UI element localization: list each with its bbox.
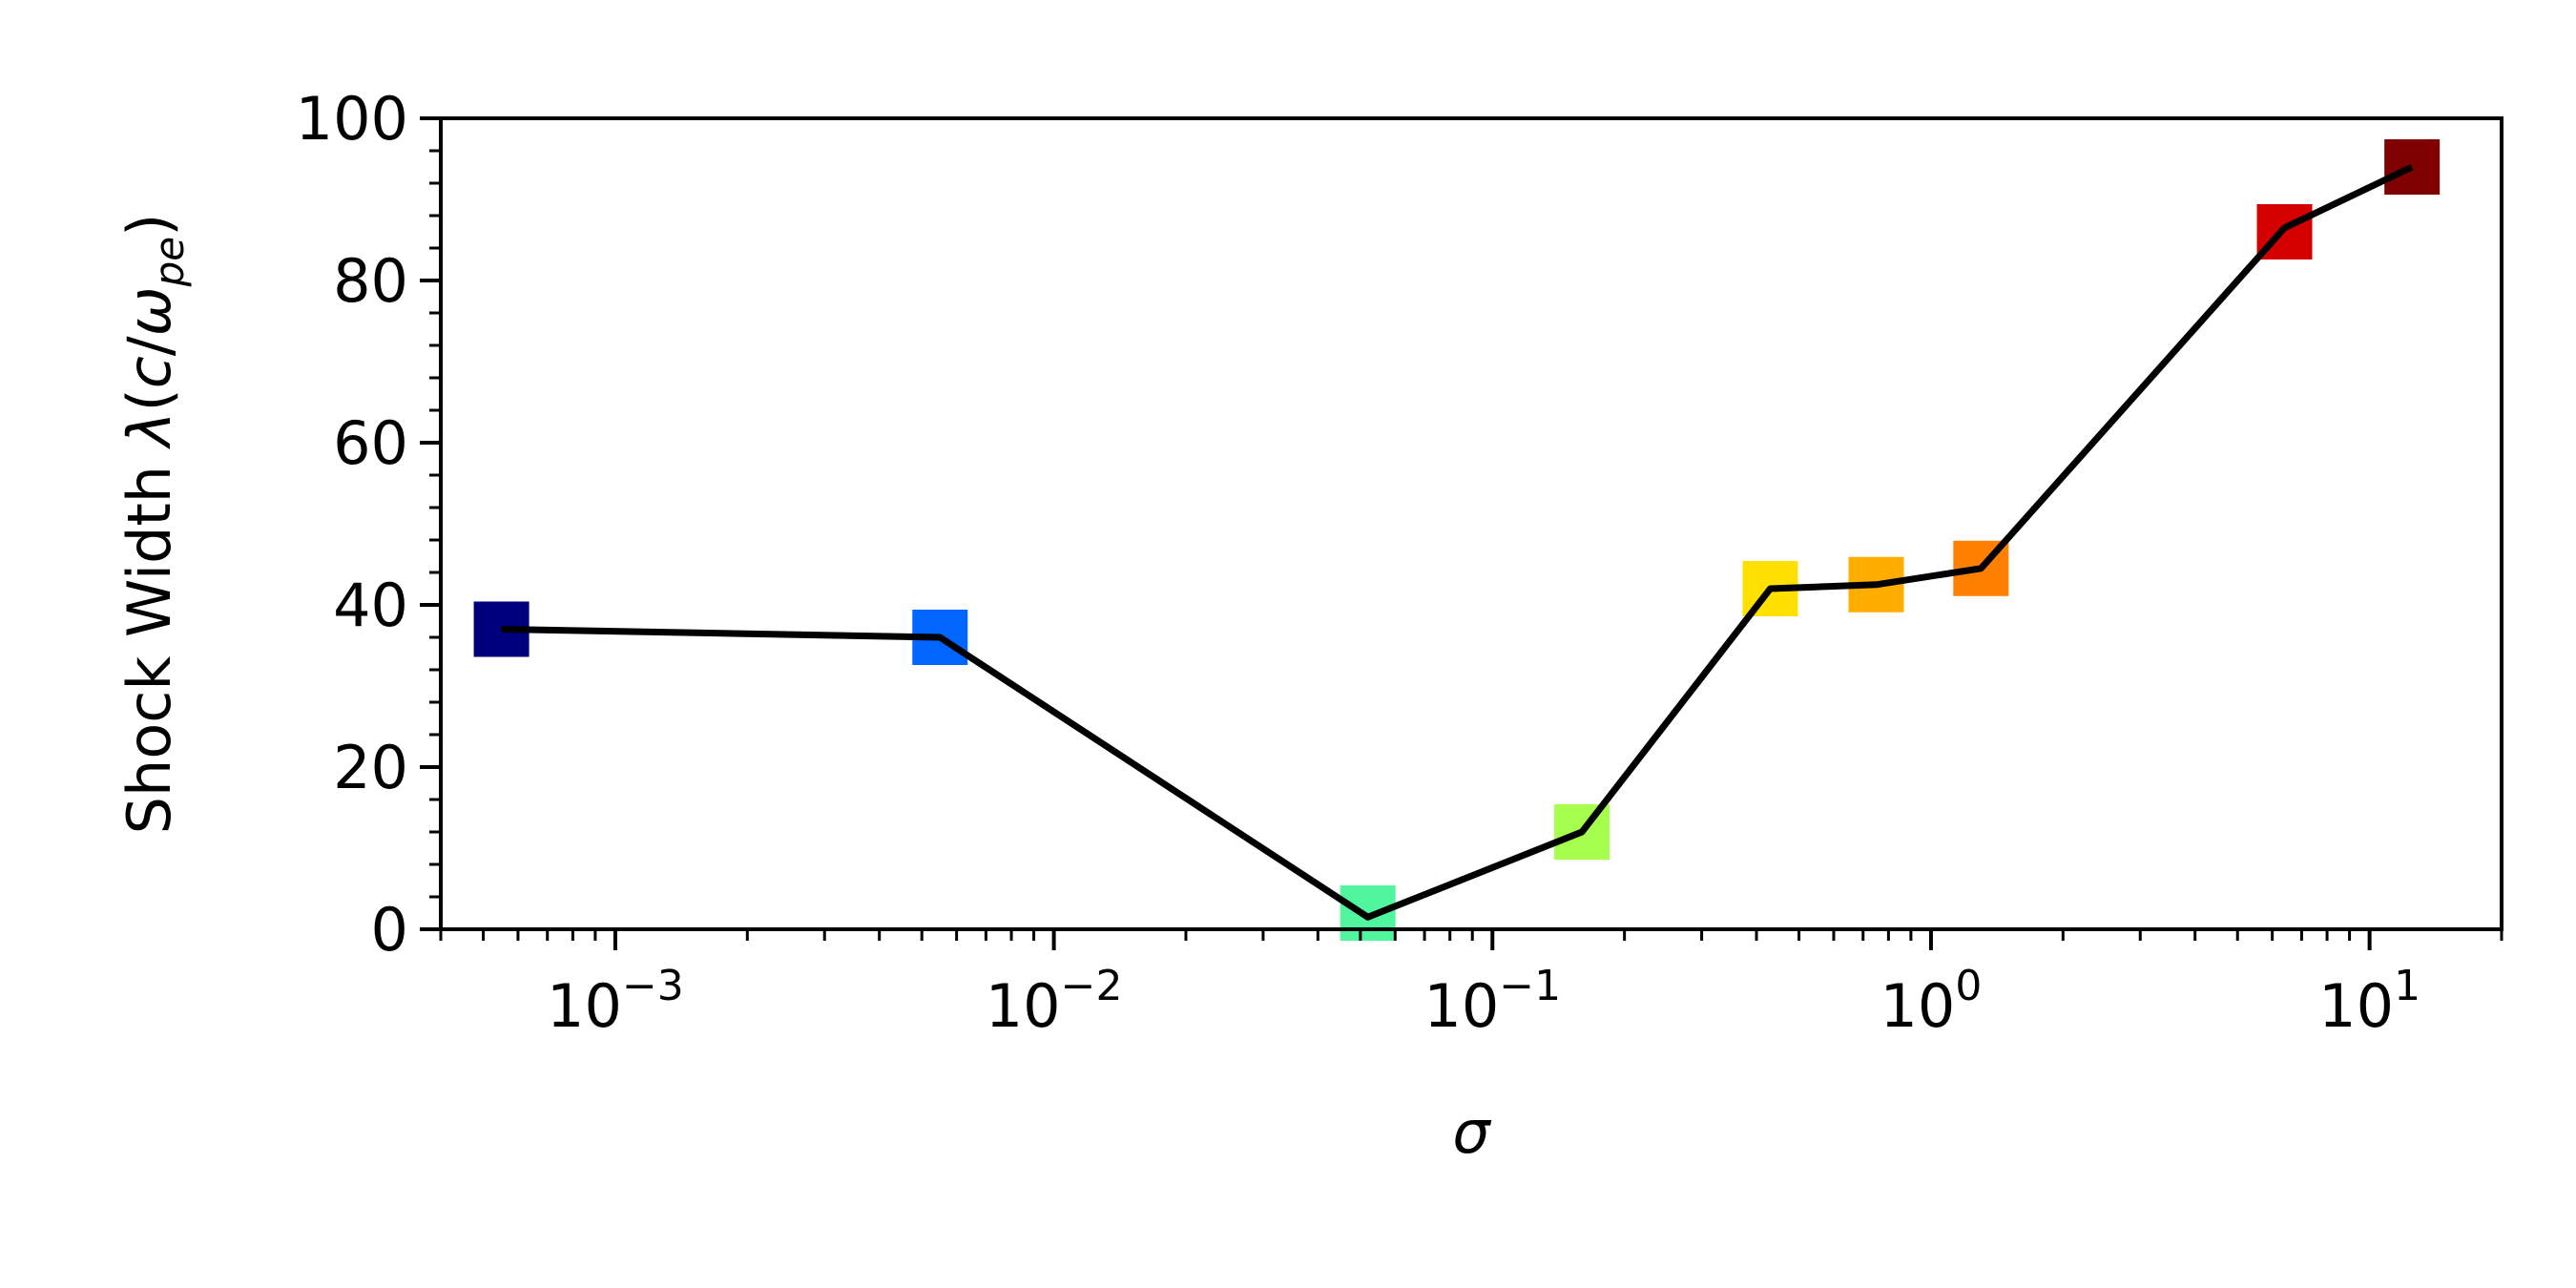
x-axis-label: σ (1452, 1097, 1491, 1167)
y-axis-label-paren-close: ) (114, 214, 184, 237)
x-tick-label-3: 10−1 (1423, 962, 1561, 1041)
y-tick-label-40: 40 (333, 571, 408, 640)
y-axis-label-slash: / (114, 336, 184, 356)
y-tick-label-80: 80 (333, 246, 408, 316)
y-axis-label-paren-open: ( (114, 388, 184, 411)
y-tick-label-60: 60 (333, 408, 408, 478)
y-axis-label-omega: ω (114, 286, 184, 336)
x-tick-label-2: 10−2 (986, 962, 1123, 1041)
y-axis-label-lambda: λ (114, 411, 184, 449)
y-axis-label: Shock Width λ(c/ωpe) (114, 214, 193, 835)
plot-frame (439, 116, 2503, 931)
series-line (501, 163, 2414, 921)
y-tick-label-100: 100 (296, 84, 408, 154)
ticks: 0 20 40 60 80 100 10−3 10−2 10−1 100 101 (296, 84, 2503, 1041)
y-axis-label-text: Shock Width (114, 447, 184, 834)
x-tick-label-5: 101 (2318, 962, 2420, 1041)
plot-area (473, 139, 2441, 941)
y-axis-label-c: c (114, 356, 184, 388)
x-tick-label-1: 10−3 (547, 962, 684, 1041)
marker-3 (1340, 885, 1396, 941)
y-axis-label-subscript: pe (146, 237, 193, 288)
y-tick-label-20: 20 (333, 733, 408, 802)
y-tick-label-0: 0 (371, 895, 408, 965)
x-tick-label-4: 100 (1880, 962, 1982, 1041)
